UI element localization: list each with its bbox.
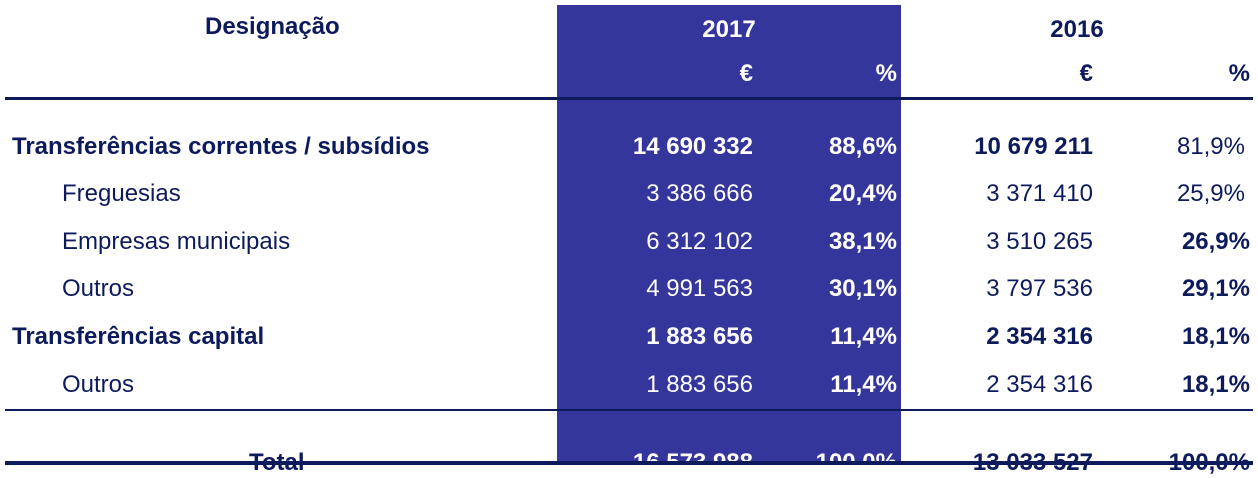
percent-2016: 26,9% — [1181, 228, 1250, 255]
value-2016: 3 371 410 — [986, 180, 1093, 207]
value-2017: 1 883 656 — [646, 323, 753, 350]
header-year-2016: 2016 — [1050, 16, 1104, 43]
percent-2016: 81,9% — [1176, 133, 1245, 160]
row-label: Transferências capital — [12, 323, 265, 350]
row-label: Outros — [62, 371, 135, 398]
header-euro-2017: € — [739, 60, 753, 87]
value-2016: 10 679 211 — [974, 133, 1093, 160]
bottom-rule — [5, 461, 1253, 465]
header-year-2017: 2017 — [702, 16, 756, 43]
value-2017: 14 690 332 — [632, 133, 753, 160]
percent-2016: 18,1% — [1181, 323, 1250, 350]
row-label: Empresas municipais — [62, 228, 291, 255]
value-2016: 2 354 316 — [986, 323, 1093, 350]
value-2016: 3 510 265 — [986, 228, 1093, 255]
row-label: Transferências correntes / subsídios — [12, 133, 430, 160]
percent-2016: 29,1% — [1181, 275, 1250, 302]
value-2017: 1 883 656 — [646, 371, 753, 398]
value-2016: 3 797 536 — [986, 275, 1093, 302]
header-designation: Designação — [205, 13, 340, 40]
row-label: Outros — [62, 275, 135, 302]
value-2017: 6 312 102 — [646, 228, 753, 255]
highlight-column-2017 — [557, 5, 901, 465]
percent-2016: 25,9% — [1176, 180, 1245, 207]
percent-2017: 20,4% — [828, 180, 897, 207]
header-percent-2016: % — [1228, 60, 1250, 87]
value-2017: 4 991 563 — [646, 275, 753, 302]
header-percent-2017: % — [875, 60, 897, 87]
percent-2017: 88,6% — [828, 133, 897, 160]
header-euro-2016: € — [1079, 60, 1093, 87]
percent-2017: 30,1% — [828, 275, 897, 302]
value-2016: 2 354 316 — [986, 371, 1093, 398]
percent-2017: 11,4% — [830, 323, 897, 350]
row-label: Freguesias — [62, 180, 181, 207]
percent-2016: 18,1% — [1181, 371, 1250, 398]
header-rule — [5, 97, 1253, 100]
percent-2017: 11,4% — [830, 371, 897, 398]
total-top-rule — [5, 409, 1253, 411]
percent-2017: 38,1% — [828, 228, 897, 255]
value-2017: 3 386 666 — [646, 180, 753, 207]
